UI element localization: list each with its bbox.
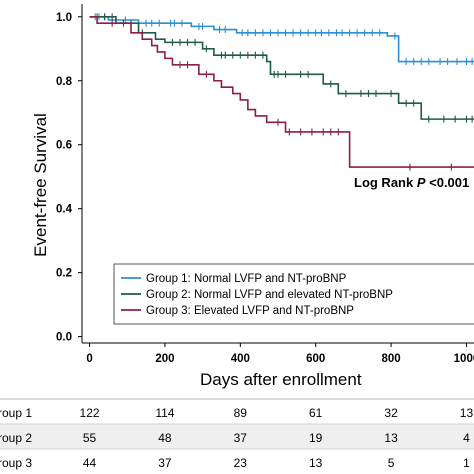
y-tick-label-4: 0.8 xyxy=(56,76,73,88)
x-tick-label-0: 0 xyxy=(86,353,92,365)
x-axis-title: Days after enrollment xyxy=(200,370,362,389)
risk-cell-3-0: 44 xyxy=(83,456,97,470)
risk-cell-2-600: 19 xyxy=(309,431,323,445)
risk-cell-3-800: 5 xyxy=(388,456,395,470)
y-axis-title: Event-free Survival xyxy=(31,113,50,257)
risk-cell-2-1000: 4 xyxy=(463,431,470,445)
log-rank-value: <0.001 xyxy=(426,175,470,190)
log-rank-p: P xyxy=(417,175,426,190)
risk-row-label-2: roup 2 xyxy=(0,431,32,445)
y-tick-label-1: 0.2 xyxy=(56,268,72,280)
risk-cell-1-0: 122 xyxy=(80,406,100,420)
legend-label-group-2: Group 2: Normal LVFP and elevated NT-pro… xyxy=(146,289,393,301)
risk-cell-1-1000: 13 xyxy=(460,406,474,420)
risk-row-label-3: roup 3 xyxy=(0,456,32,470)
risk-table: roup 1 122 114 89 61 32 13 roup 2 55 48 37 19 13 4 rou… xyxy=(0,406,473,470)
risk-cell-2-800: 13 xyxy=(384,431,398,445)
y-tick-label-2: 0.4 xyxy=(56,204,73,216)
risk-cell-2-200: 48 xyxy=(158,431,172,445)
risk-row-label-1: roup 1 xyxy=(0,406,32,420)
risk-row-2-background xyxy=(0,424,474,449)
survival-curves xyxy=(89,13,474,171)
risk-cell-1-200: 114 xyxy=(155,406,174,420)
risk-row-1-background xyxy=(0,399,474,424)
risk-cell-3-200: 37 xyxy=(158,456,172,470)
risk-row-3-background xyxy=(0,449,474,474)
risk-cell-1-800: 32 xyxy=(384,406,398,420)
survival-curve-group-3 xyxy=(89,15,474,168)
risk-cell-3-1000: 1 xyxy=(463,456,470,470)
legend: Group 1: Normal LVFP and NT-proBNP Group… xyxy=(113,263,474,325)
risk-cell-1-400: 89 xyxy=(234,406,248,420)
risk-cell-1-600: 61 xyxy=(309,406,323,420)
x-tick-label-600: 600 xyxy=(306,353,325,365)
legend-box xyxy=(113,263,474,325)
legend-label-group-3: Group 3: Elevated LVFP and NT-proBNP xyxy=(146,305,354,317)
risk-cell-2-400: 37 xyxy=(234,431,248,445)
x-tick-label-400: 400 xyxy=(231,353,250,365)
risk-cell-2-0: 55 xyxy=(83,431,97,445)
risk-cell-3-600: 13 xyxy=(309,456,323,470)
y-tick-label-3: 0.6 xyxy=(56,140,72,152)
y-tick-label-0: 0.0 xyxy=(56,332,72,344)
log-rank-annotation: Log Rank P <0.001 xyxy=(354,175,469,190)
risk-cell-3-400: 23 xyxy=(234,456,248,470)
legend-label-group-1: Group 1: Normal LVFP and NT-proBNP xyxy=(146,273,347,285)
series-group-3 xyxy=(89,15,474,171)
y-tick-label-5: 1.0 xyxy=(56,12,72,24)
x-tick-label-200: 200 xyxy=(155,353,174,365)
log-rank-prefix: Log Rank xyxy=(354,175,417,190)
x-tick-label-800: 800 xyxy=(381,353,400,365)
